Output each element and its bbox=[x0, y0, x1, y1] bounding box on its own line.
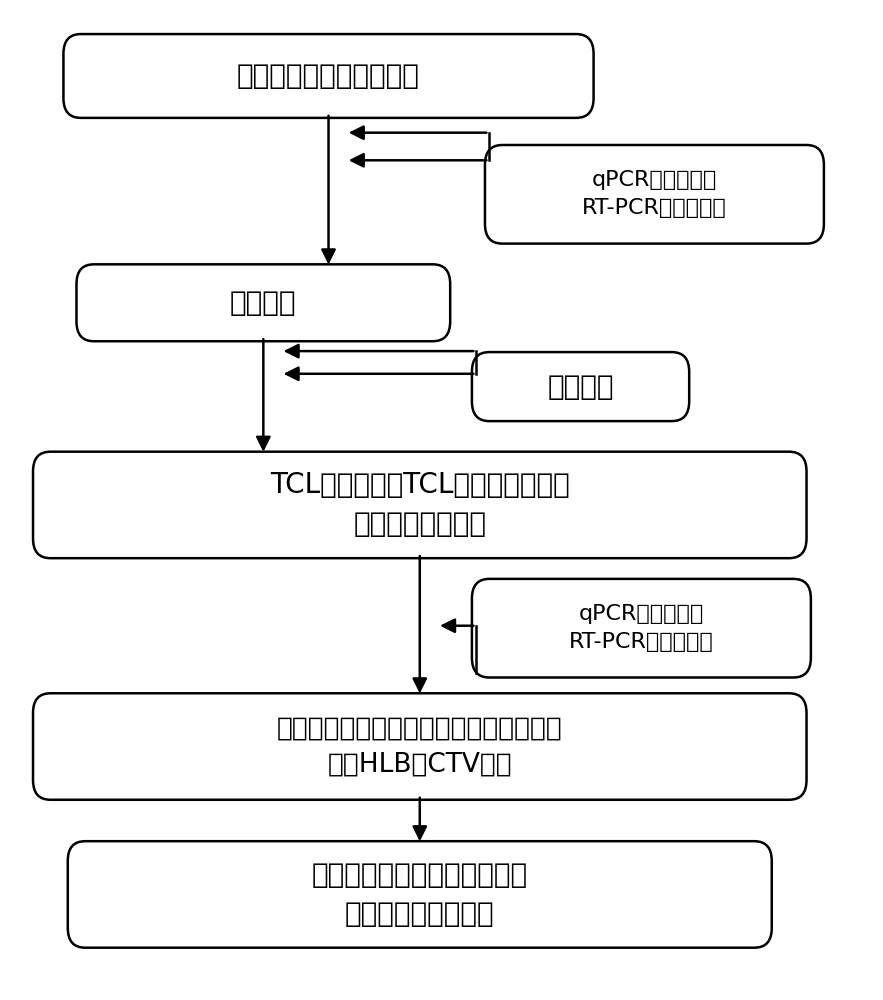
Text: qPCR检测黄龙病
RT-PCR检测衰退病: qPCR检测黄龙病 RT-PCR检测衰退病 bbox=[582, 170, 727, 218]
Text: 打破季节的限制，茎尖供微芽嫁接之用，
脱除HLB和CTV病原: 打破季节的限制，茎尖供微芽嫁接之用， 脱除HLB和CTV病原 bbox=[277, 716, 562, 778]
Text: 阳性材料: 阳性材料 bbox=[230, 289, 297, 317]
FancyBboxPatch shape bbox=[77, 264, 450, 341]
FancyBboxPatch shape bbox=[33, 693, 806, 800]
FancyBboxPatch shape bbox=[64, 34, 593, 118]
FancyBboxPatch shape bbox=[472, 352, 690, 421]
Text: 采集的优良柑桔品种接穗: 采集的优良柑桔品种接穗 bbox=[237, 62, 420, 90]
Text: qPCR检测黄龙病
RT-PCR检测衰退病: qPCR检测黄龙病 RT-PCR检测衰退病 bbox=[569, 604, 713, 652]
FancyBboxPatch shape bbox=[485, 145, 824, 244]
Text: 表面消毒: 表面消毒 bbox=[547, 373, 614, 401]
Text: TCL持续处理；TCL浸泡处理接穗；
四环素浸泡接穗等: TCL持续处理；TCL浸泡处理接穗； 四环素浸泡接穗等 bbox=[270, 471, 570, 538]
FancyBboxPatch shape bbox=[472, 579, 811, 678]
Text: 获得柑桔接穗预处理促使复合
感染病原脱除的技术: 获得柑桔接穗预处理促使复合 感染病原脱除的技术 bbox=[312, 861, 528, 928]
FancyBboxPatch shape bbox=[68, 841, 772, 948]
FancyBboxPatch shape bbox=[33, 452, 806, 558]
